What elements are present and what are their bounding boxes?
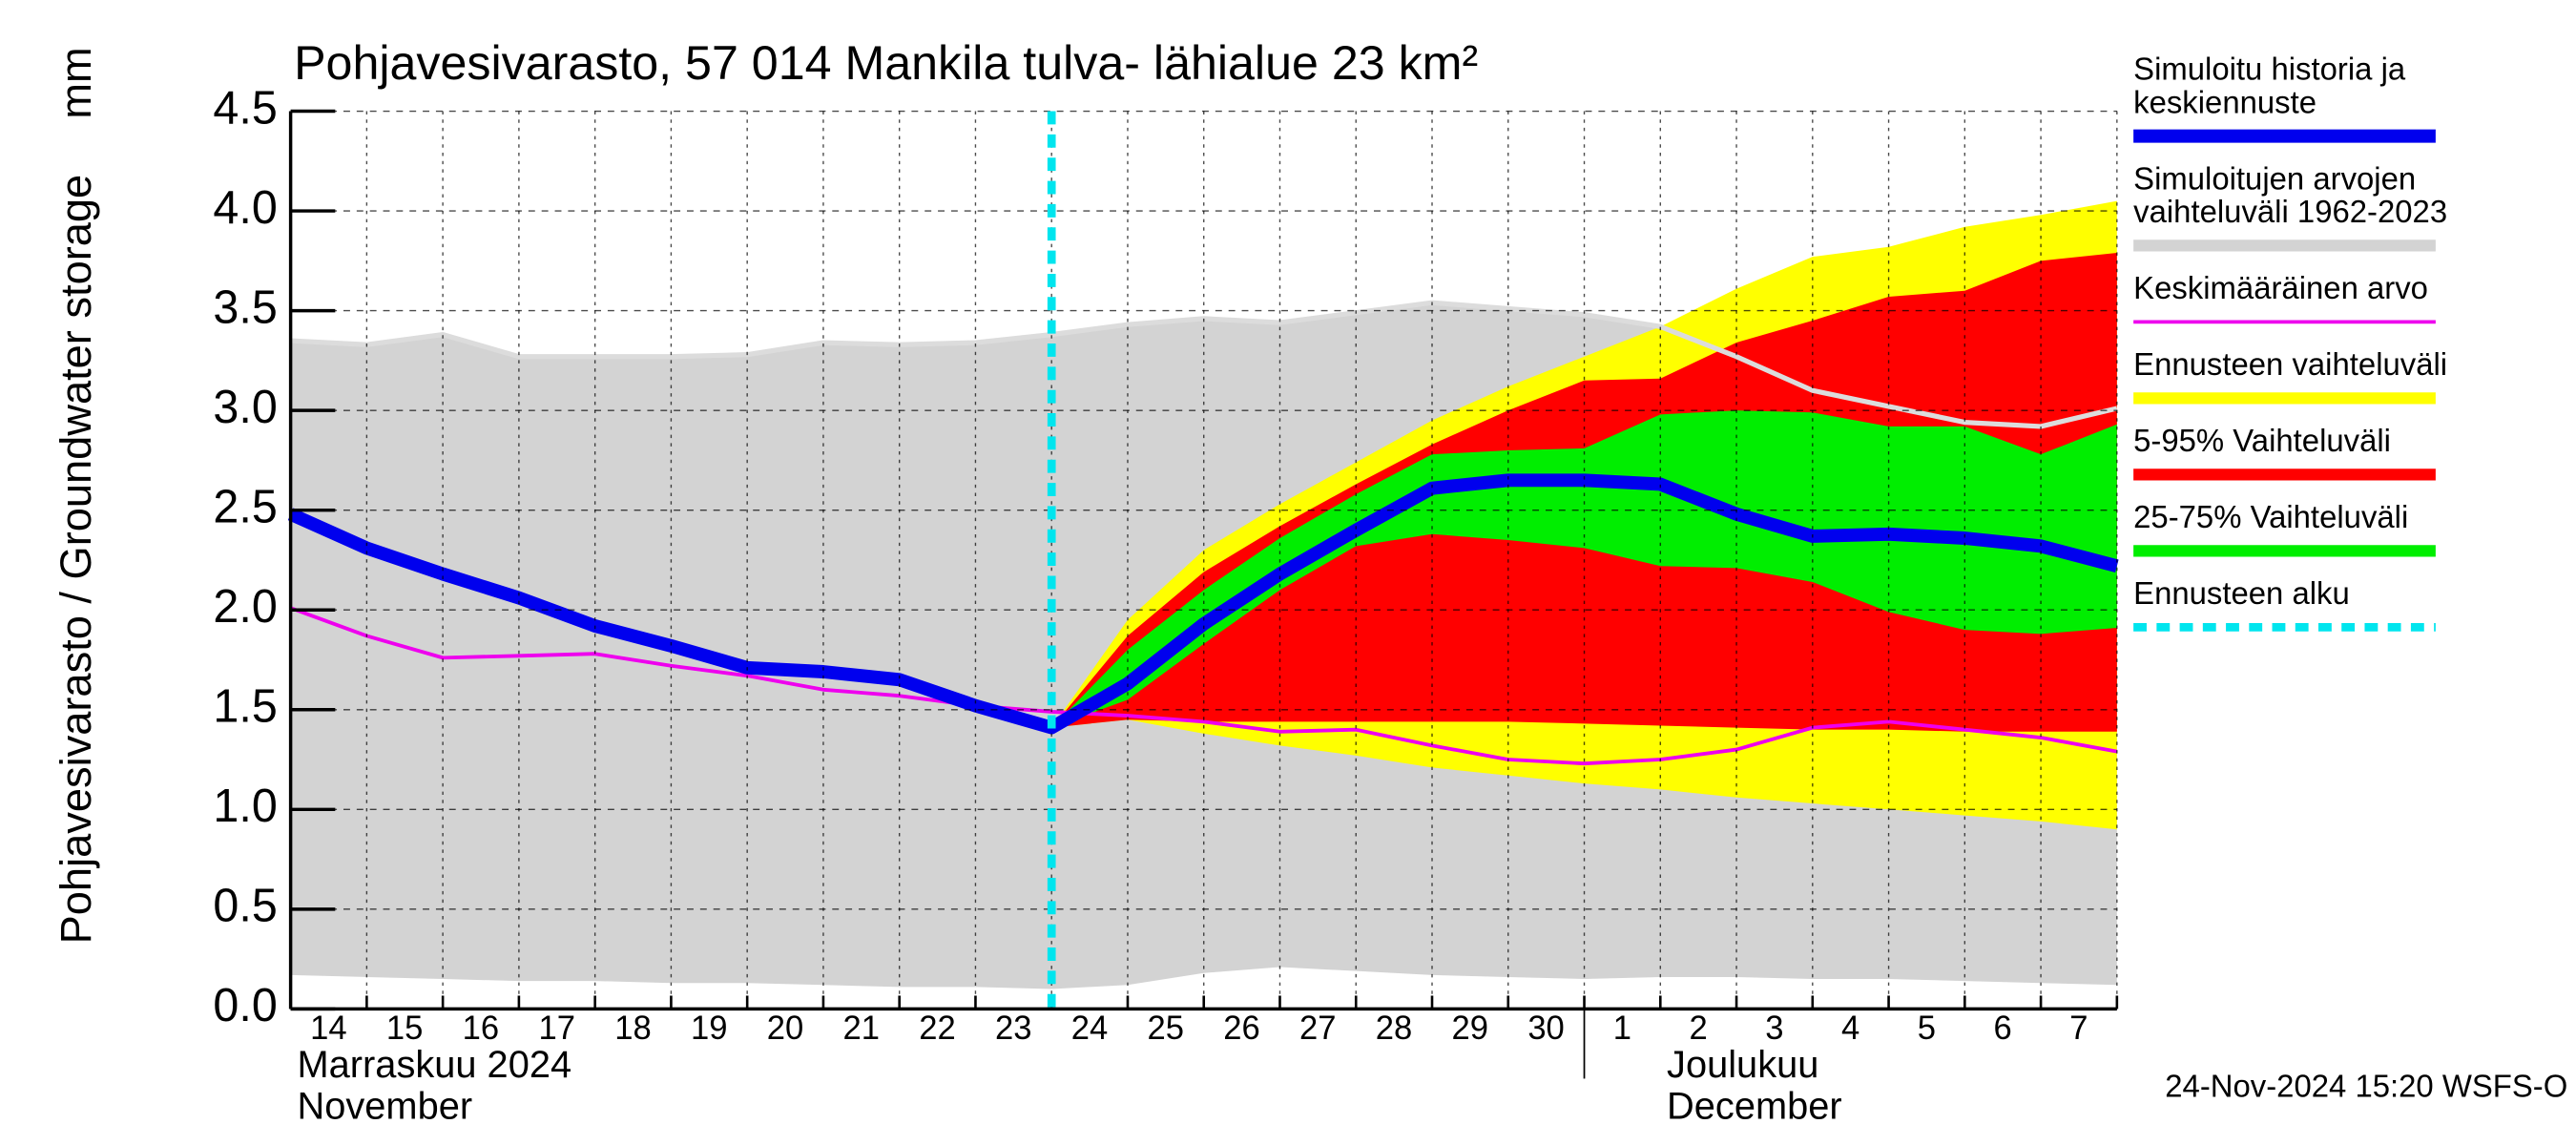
x-tick-label: 1 <box>1613 1010 1631 1047</box>
legend-label: Simuloitujen arvojen <box>2133 160 2416 196</box>
y-axis-unit: mm <box>52 47 100 118</box>
band <box>1051 410 2117 728</box>
x-tick-label: 18 <box>614 1010 652 1047</box>
month-label: November <box>298 1085 473 1127</box>
y-tick-label: 0.0 <box>213 980 277 1031</box>
footer: 24-Nov-2024 15:20 WSFS-O <box>2165 1069 2567 1104</box>
y-tick-label: 1.0 <box>213 781 277 832</box>
x-tick-label: 15 <box>386 1010 424 1047</box>
chart-title: Pohjavesivarasto, 57 014 Mankila tulva- … <box>294 35 1478 90</box>
x-tick-label: 5 <box>1918 1010 1936 1047</box>
x-tick-label: 29 <box>1452 1010 1489 1047</box>
y-tick-label: 0.5 <box>213 881 277 932</box>
y-tick-label: 2.0 <box>213 581 277 633</box>
y-tick-label: 2.5 <box>213 481 277 532</box>
x-tick-label: 24 <box>1071 1010 1109 1047</box>
x-tick-label: 25 <box>1148 1010 1185 1047</box>
x-tick-label: 4 <box>1841 1010 1859 1047</box>
x-tick-label: 6 <box>1994 1010 2012 1047</box>
x-tick-label: 28 <box>1376 1010 1413 1047</box>
month-label: Marraskuu 2024 <box>298 1044 572 1086</box>
x-tick-label: 16 <box>463 1010 500 1047</box>
x-tick-label: 23 <box>995 1010 1032 1047</box>
legend-label: Keskimääräinen arvo <box>2133 270 2428 305</box>
month-label: December <box>1667 1085 1842 1127</box>
legend-label: vaihteluväli 1962-2023 <box>2133 194 2447 229</box>
x-tick-label: 27 <box>1299 1010 1337 1047</box>
y-tick-label: 3.5 <box>213 281 277 333</box>
legend-label: keskiennuste <box>2133 84 2316 119</box>
month-label: Joulukuu <box>1667 1044 1818 1086</box>
x-tick-label: 20 <box>767 1010 804 1047</box>
y-tick-label: 4.0 <box>213 182 277 234</box>
y-axis-label: Pohjavesivarasto / Groundwater storage <box>52 175 100 945</box>
x-tick-label: 17 <box>538 1010 575 1047</box>
legend-label: Simuloitu historia ja <box>2133 51 2406 86</box>
x-tick-label: 2 <box>1689 1010 1707 1047</box>
x-tick-label: 3 <box>1765 1010 1783 1047</box>
legend-label: 5-95% Vaihteluväli <box>2133 423 2391 458</box>
x-tick-label: 14 <box>310 1010 347 1047</box>
x-tick-label: 21 <box>842 1010 880 1047</box>
legend-label: 25-75% Vaihteluväli <box>2133 499 2408 534</box>
y-tick-label: 3.0 <box>213 382 277 433</box>
legend-label: Ennusteen alku <box>2133 575 2350 611</box>
x-tick-label: 19 <box>691 1010 728 1047</box>
x-tick-label: 22 <box>919 1010 956 1047</box>
x-tick-label: 30 <box>1527 1010 1565 1047</box>
legend-label: Ennusteen vaihteluväli <box>2133 346 2447 382</box>
x-tick-label: 7 <box>2069 1010 2088 1047</box>
y-tick-label: 4.5 <box>213 82 277 134</box>
x-tick-label: 26 <box>1223 1010 1260 1047</box>
y-tick-label: 1.5 <box>213 681 277 733</box>
